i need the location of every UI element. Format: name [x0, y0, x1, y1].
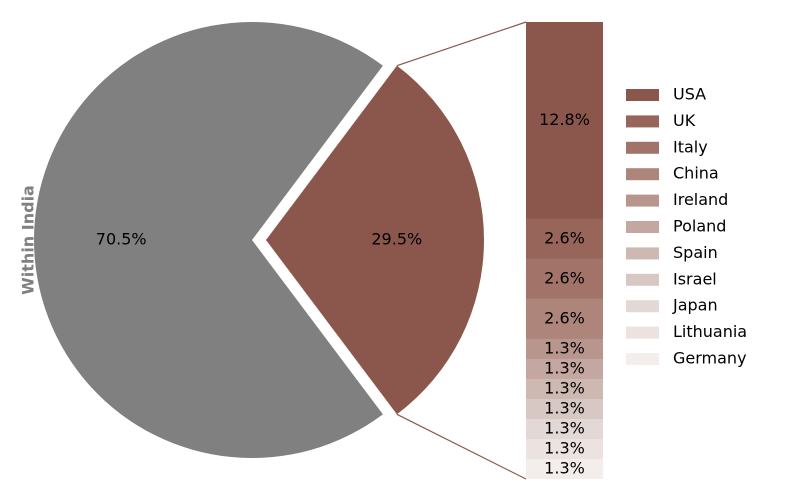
legend-swatch [626, 300, 659, 313]
bar-segment [526, 218, 603, 259]
bar-segment [526, 22, 603, 219]
bar-segment [526, 438, 603, 459]
bar-segment-label: 1.3% [544, 418, 585, 437]
bar-segment-label: 1.3% [544, 438, 585, 457]
bar-segment [526, 418, 603, 439]
pie-ylabel: Within India [19, 185, 38, 295]
bar-segment-label: 2.6% [544, 308, 585, 327]
legend-label: USA [673, 85, 706, 104]
legend-label: Spain [673, 243, 718, 262]
bar-segment-label: 1.3% [544, 358, 585, 377]
legend-label: Japan [672, 296, 718, 315]
bar-segment [526, 398, 603, 419]
legend-swatch [626, 89, 659, 101]
bar-segment [526, 378, 603, 399]
bar-segment-label: 1.3% [544, 338, 585, 357]
legend-label: Poland [673, 217, 726, 236]
connector-line-bottom [396, 413, 527, 480]
legend-label: Lithuania [673, 322, 747, 341]
bar-segment-label: 1.3% [544, 458, 585, 477]
legend-swatch [626, 353, 659, 365]
connector-line-top [396, 21, 527, 67]
pie-slice-label: 29.5% [371, 230, 422, 249]
connector-lines [396, 21, 527, 480]
legend: USA UK Italy China Ireland Poland Spain Israel J… [626, 85, 747, 368]
pie-slice-label: 70.5% [96, 230, 147, 249]
legend-swatch [626, 115, 659, 128]
legend-label: Germany [673, 349, 747, 368]
legend-label: Italy [673, 137, 708, 156]
pie-slice [33, 21, 383, 458]
legend-label: China [673, 164, 719, 183]
bar-segment-label: 1.3% [544, 378, 585, 397]
bar-segment-label: 1.3% [544, 398, 585, 417]
legend-swatch [626, 273, 659, 286]
pie-slice [266, 65, 484, 415]
bar-segment-label: 2.6% [544, 268, 585, 287]
bar-segment [526, 258, 603, 299]
legend-label: Ireland [673, 190, 728, 209]
legend-swatch [626, 221, 659, 233]
bar-segment [526, 358, 603, 379]
legend-label: Israel [673, 269, 717, 288]
bar-segment-label: 2.6% [544, 228, 585, 247]
legend-swatch [626, 168, 659, 181]
legend-swatch [626, 326, 659, 339]
legend-swatch [626, 247, 659, 260]
bar-segment [526, 338, 603, 359]
bar-segment [526, 458, 603, 479]
legend-swatch [626, 141, 659, 154]
stacked-bar: 12.8%2.6%2.6%2.6%1.3%1.3%1.3%1.3%1.3%1.3… [526, 22, 603, 479]
bar-segment [526, 298, 603, 339]
legend-label: UK [673, 111, 696, 130]
pie: 29.5% 70.5% [33, 21, 484, 458]
bar-segment-label: 12.8% [539, 110, 590, 129]
legend-swatch [626, 194, 659, 207]
